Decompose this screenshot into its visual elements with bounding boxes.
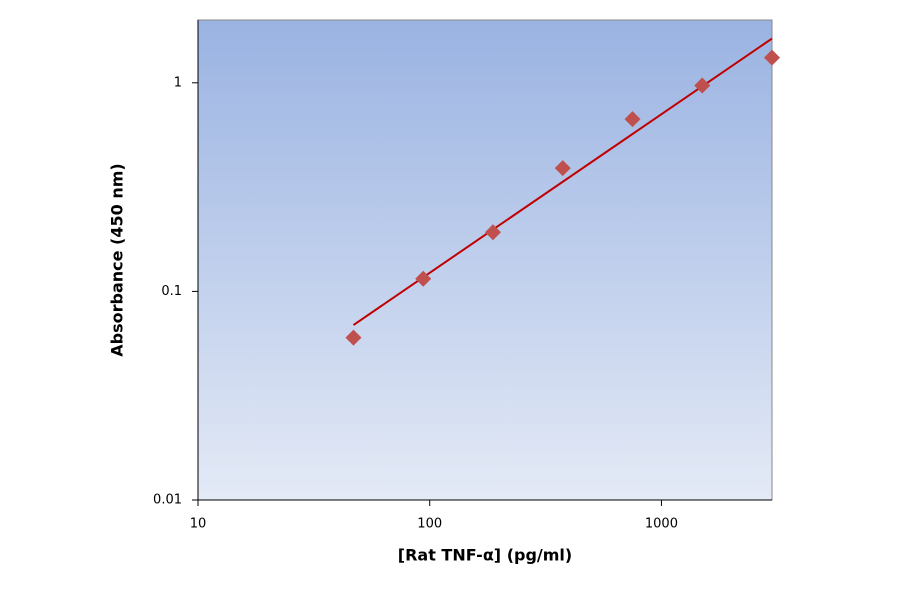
- point: [345, 329, 362, 346]
- plot-area: [197, 19, 773, 501]
- x-tick-label: 10: [190, 517, 207, 532]
- x-tick-label: 1000: [645, 517, 678, 532]
- point: [415, 270, 432, 287]
- x-axis-title: [Rat TNF-α] (pg/ml): [398, 546, 572, 565]
- point: [764, 49, 780, 66]
- point: [554, 160, 571, 177]
- point: [694, 77, 711, 94]
- point: [484, 224, 501, 241]
- point: [624, 111, 641, 128]
- x-tick-label: 100: [417, 517, 442, 532]
- y-tick-label: 0.01: [153, 493, 182, 508]
- y-tick-label: 1: [174, 75, 182, 90]
- y-axis-title: Absorbance (450 nm): [108, 163, 127, 356]
- y-tick-label: 0.1: [161, 284, 182, 299]
